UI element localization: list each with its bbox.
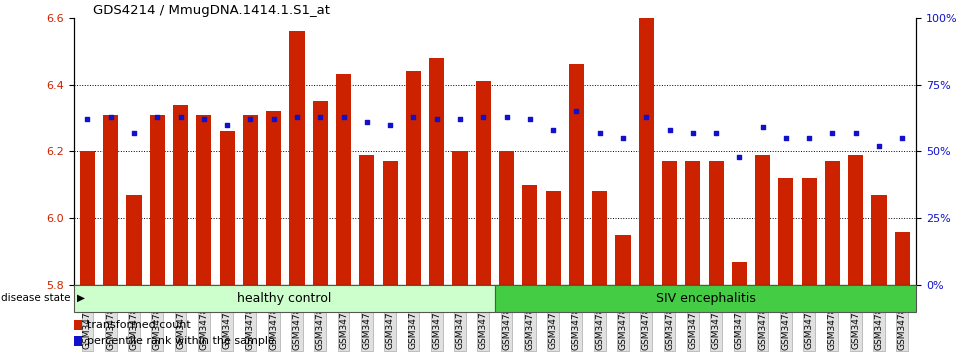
- Point: [662, 127, 677, 133]
- Bar: [495, 285, 916, 312]
- Bar: [568, 64, 584, 285]
- Bar: [778, 178, 794, 285]
- Point: [568, 108, 584, 114]
- Point: [79, 116, 95, 122]
- Bar: [220, 131, 235, 285]
- Bar: [74, 336, 81, 346]
- Point: [406, 114, 421, 119]
- Point: [592, 130, 608, 136]
- Point: [243, 116, 259, 122]
- Point: [709, 130, 724, 136]
- Text: disease state  ▶: disease state ▶: [1, 293, 85, 303]
- Bar: [662, 161, 677, 285]
- Text: percentile rank within the sample: percentile rank within the sample: [87, 336, 274, 346]
- Point: [522, 116, 538, 122]
- Point: [731, 154, 747, 160]
- Point: [336, 114, 352, 119]
- Bar: [173, 104, 188, 285]
- Text: SIV encephalitis: SIV encephalitis: [656, 292, 756, 305]
- Bar: [871, 195, 887, 285]
- Bar: [522, 185, 537, 285]
- Bar: [895, 232, 909, 285]
- Point: [382, 122, 398, 127]
- Point: [266, 116, 281, 122]
- Point: [802, 135, 817, 141]
- Point: [848, 130, 863, 136]
- Point: [150, 114, 166, 119]
- Point: [824, 130, 840, 136]
- Text: GDS4214 / MmugDNA.1414.1.S1_at: GDS4214 / MmugDNA.1414.1.S1_at: [93, 4, 330, 17]
- Bar: [74, 320, 81, 330]
- Bar: [126, 195, 141, 285]
- Point: [685, 130, 701, 136]
- Point: [313, 114, 328, 119]
- Point: [452, 116, 467, 122]
- Point: [638, 114, 654, 119]
- Point: [475, 114, 491, 119]
- Bar: [74, 285, 495, 312]
- Bar: [453, 151, 467, 285]
- Point: [615, 135, 631, 141]
- Text: healthy control: healthy control: [237, 292, 331, 305]
- Bar: [289, 31, 305, 285]
- Point: [126, 130, 142, 136]
- Bar: [336, 74, 351, 285]
- Bar: [732, 262, 747, 285]
- Bar: [243, 115, 258, 285]
- Bar: [592, 192, 608, 285]
- Bar: [499, 151, 514, 285]
- Point: [429, 116, 445, 122]
- Bar: [103, 115, 119, 285]
- Bar: [382, 161, 398, 285]
- Bar: [475, 81, 491, 285]
- Point: [103, 114, 119, 119]
- Point: [196, 116, 212, 122]
- Point: [755, 125, 770, 130]
- Bar: [615, 235, 630, 285]
- Bar: [755, 155, 770, 285]
- Bar: [267, 111, 281, 285]
- Point: [220, 122, 235, 127]
- Bar: [313, 101, 328, 285]
- Bar: [709, 161, 723, 285]
- Bar: [825, 161, 840, 285]
- Point: [172, 114, 188, 119]
- Bar: [546, 192, 561, 285]
- Bar: [406, 71, 421, 285]
- Point: [499, 114, 514, 119]
- Point: [871, 143, 887, 149]
- Point: [545, 127, 561, 133]
- Bar: [429, 58, 444, 285]
- Bar: [802, 178, 816, 285]
- Point: [359, 119, 374, 125]
- Point: [778, 135, 794, 141]
- Text: transformed count: transformed count: [87, 320, 190, 330]
- Point: [895, 135, 910, 141]
- Bar: [360, 155, 374, 285]
- Bar: [639, 0, 654, 285]
- Bar: [849, 155, 863, 285]
- Bar: [196, 115, 212, 285]
- Bar: [685, 161, 701, 285]
- Bar: [80, 151, 95, 285]
- Bar: [150, 115, 165, 285]
- Point: [289, 114, 305, 119]
